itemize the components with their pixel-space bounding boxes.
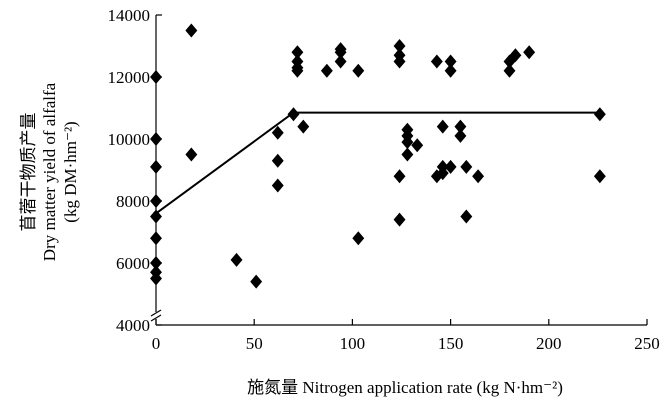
data-point: [436, 119, 449, 134]
y-axis-title-line-3: (kg DM·hm⁻²): [61, 121, 80, 222]
data-point: [271, 178, 284, 193]
data-point: [593, 169, 606, 184]
y-tick-label: 14000: [108, 6, 151, 25]
ticks: 4000 6000 8000 10000 12000 14000 0 50 100 150 200 2…: [108, 6, 660, 353]
data-point: [150, 70, 162, 84]
data-point: [150, 209, 162, 224]
y-axis-title: 苜蓿干物质产量 Dry matter yield of alfalfa (kg …: [19, 82, 80, 261]
data-point: [393, 212, 406, 227]
axis-break-mark: [150, 309, 162, 317]
y-tick-label: 8000: [116, 192, 150, 211]
y-axis-title-line-2: Dry matter yield of alfalfa: [40, 82, 59, 261]
data-points: [150, 23, 606, 289]
data-point: [593, 107, 606, 122]
y-tick-label: 12000: [108, 68, 151, 87]
data-point: [454, 128, 467, 143]
data-point: [352, 63, 365, 78]
y-axis-title-line-1: 苜蓿干物质产量: [19, 113, 38, 232]
data-point: [393, 54, 406, 69]
y-tick-label: 10000: [108, 130, 151, 149]
axis-break-mark: [150, 314, 162, 322]
data-point: [444, 63, 457, 78]
y-axis-break: [150, 309, 162, 322]
data-point: [503, 63, 516, 78]
data-point: [444, 54, 457, 69]
data-point: [150, 132, 162, 146]
data-point: [230, 252, 243, 267]
data-point: [185, 147, 198, 162]
data-point: [401, 147, 414, 162]
x-tick-label: 200: [536, 334, 562, 353]
data-point: [460, 209, 473, 224]
x-tick-label: 0: [152, 334, 161, 353]
x-tick-label: 50: [246, 334, 263, 353]
data-point: [334, 45, 347, 60]
data-point: [150, 256, 162, 270]
data-point: [393, 39, 406, 53]
y-tick-label: 6000: [116, 254, 150, 273]
data-point: [393, 169, 406, 184]
data-point: [436, 166, 449, 181]
data-point: [472, 169, 485, 184]
y-tick-label: 4000: [116, 316, 150, 335]
x-tick-label: 250: [634, 334, 660, 353]
data-point: [401, 135, 414, 150]
data-point: [150, 271, 162, 286]
data-point: [287, 107, 300, 122]
data-point: [523, 45, 536, 60]
data-point: [334, 54, 347, 69]
x-tick-label: 100: [340, 334, 366, 353]
data-point: [271, 125, 284, 140]
data-point: [185, 23, 198, 38]
x-tick-label: 150: [438, 334, 464, 353]
data-point: [320, 63, 333, 78]
data-point: [271, 153, 284, 168]
data-point: [250, 274, 263, 289]
data-point: [150, 194, 162, 208]
fit-line: [155, 111, 600, 215]
data-point: [430, 54, 443, 69]
data-point: [460, 159, 473, 174]
data-point: [150, 159, 162, 174]
fit-line-group: [155, 111, 600, 215]
data-point: [291, 63, 304, 78]
x-axis-title: 施氮量 Nitrogen application rate (kg N·hm⁻²…: [247, 378, 563, 397]
axis-break-gap: [150, 312, 162, 319]
data-point: [297, 119, 310, 134]
data-point: [444, 159, 457, 174]
data-point: [352, 231, 365, 246]
data-point: [291, 45, 304, 60]
data-point: [411, 138, 424, 153]
data-point: [150, 231, 162, 246]
data-point: [503, 54, 516, 69]
data-point: [509, 48, 522, 63]
data-point: [454, 119, 467, 134]
